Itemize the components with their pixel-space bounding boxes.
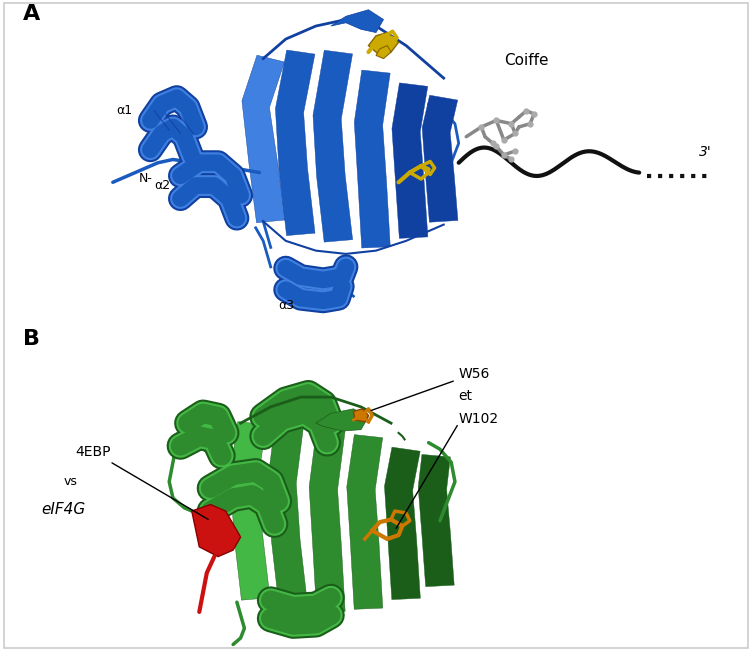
- Text: W56: W56: [371, 367, 490, 411]
- PathPatch shape: [354, 70, 390, 248]
- PathPatch shape: [313, 50, 353, 242]
- Text: et: et: [459, 389, 473, 404]
- Text: eIF4G: eIF4G: [41, 503, 86, 518]
- Text: Coiffe: Coiffe: [504, 53, 548, 68]
- PathPatch shape: [418, 454, 454, 587]
- Text: 3': 3': [699, 145, 712, 159]
- Text: α1: α1: [117, 104, 132, 117]
- PathPatch shape: [242, 55, 285, 223]
- Text: vs: vs: [64, 475, 77, 488]
- Polygon shape: [353, 409, 368, 422]
- Polygon shape: [316, 409, 368, 431]
- PathPatch shape: [309, 428, 345, 613]
- Text: α2: α2: [154, 179, 170, 192]
- Text: B: B: [23, 329, 40, 349]
- PathPatch shape: [347, 435, 383, 609]
- Polygon shape: [368, 33, 399, 55]
- PathPatch shape: [422, 95, 458, 222]
- Polygon shape: [376, 46, 391, 59]
- PathPatch shape: [275, 50, 315, 236]
- Text: W102: W102: [459, 412, 499, 426]
- PathPatch shape: [392, 83, 428, 238]
- PathPatch shape: [268, 422, 308, 607]
- PathPatch shape: [384, 447, 420, 600]
- Polygon shape: [331, 10, 384, 33]
- PathPatch shape: [230, 422, 270, 600]
- Text: A: A: [23, 3, 40, 23]
- Text: α3: α3: [278, 299, 294, 312]
- Text: 4EBP: 4EBP: [75, 445, 208, 519]
- Text: N-: N-: [139, 173, 153, 186]
- Polygon shape: [192, 505, 241, 557]
